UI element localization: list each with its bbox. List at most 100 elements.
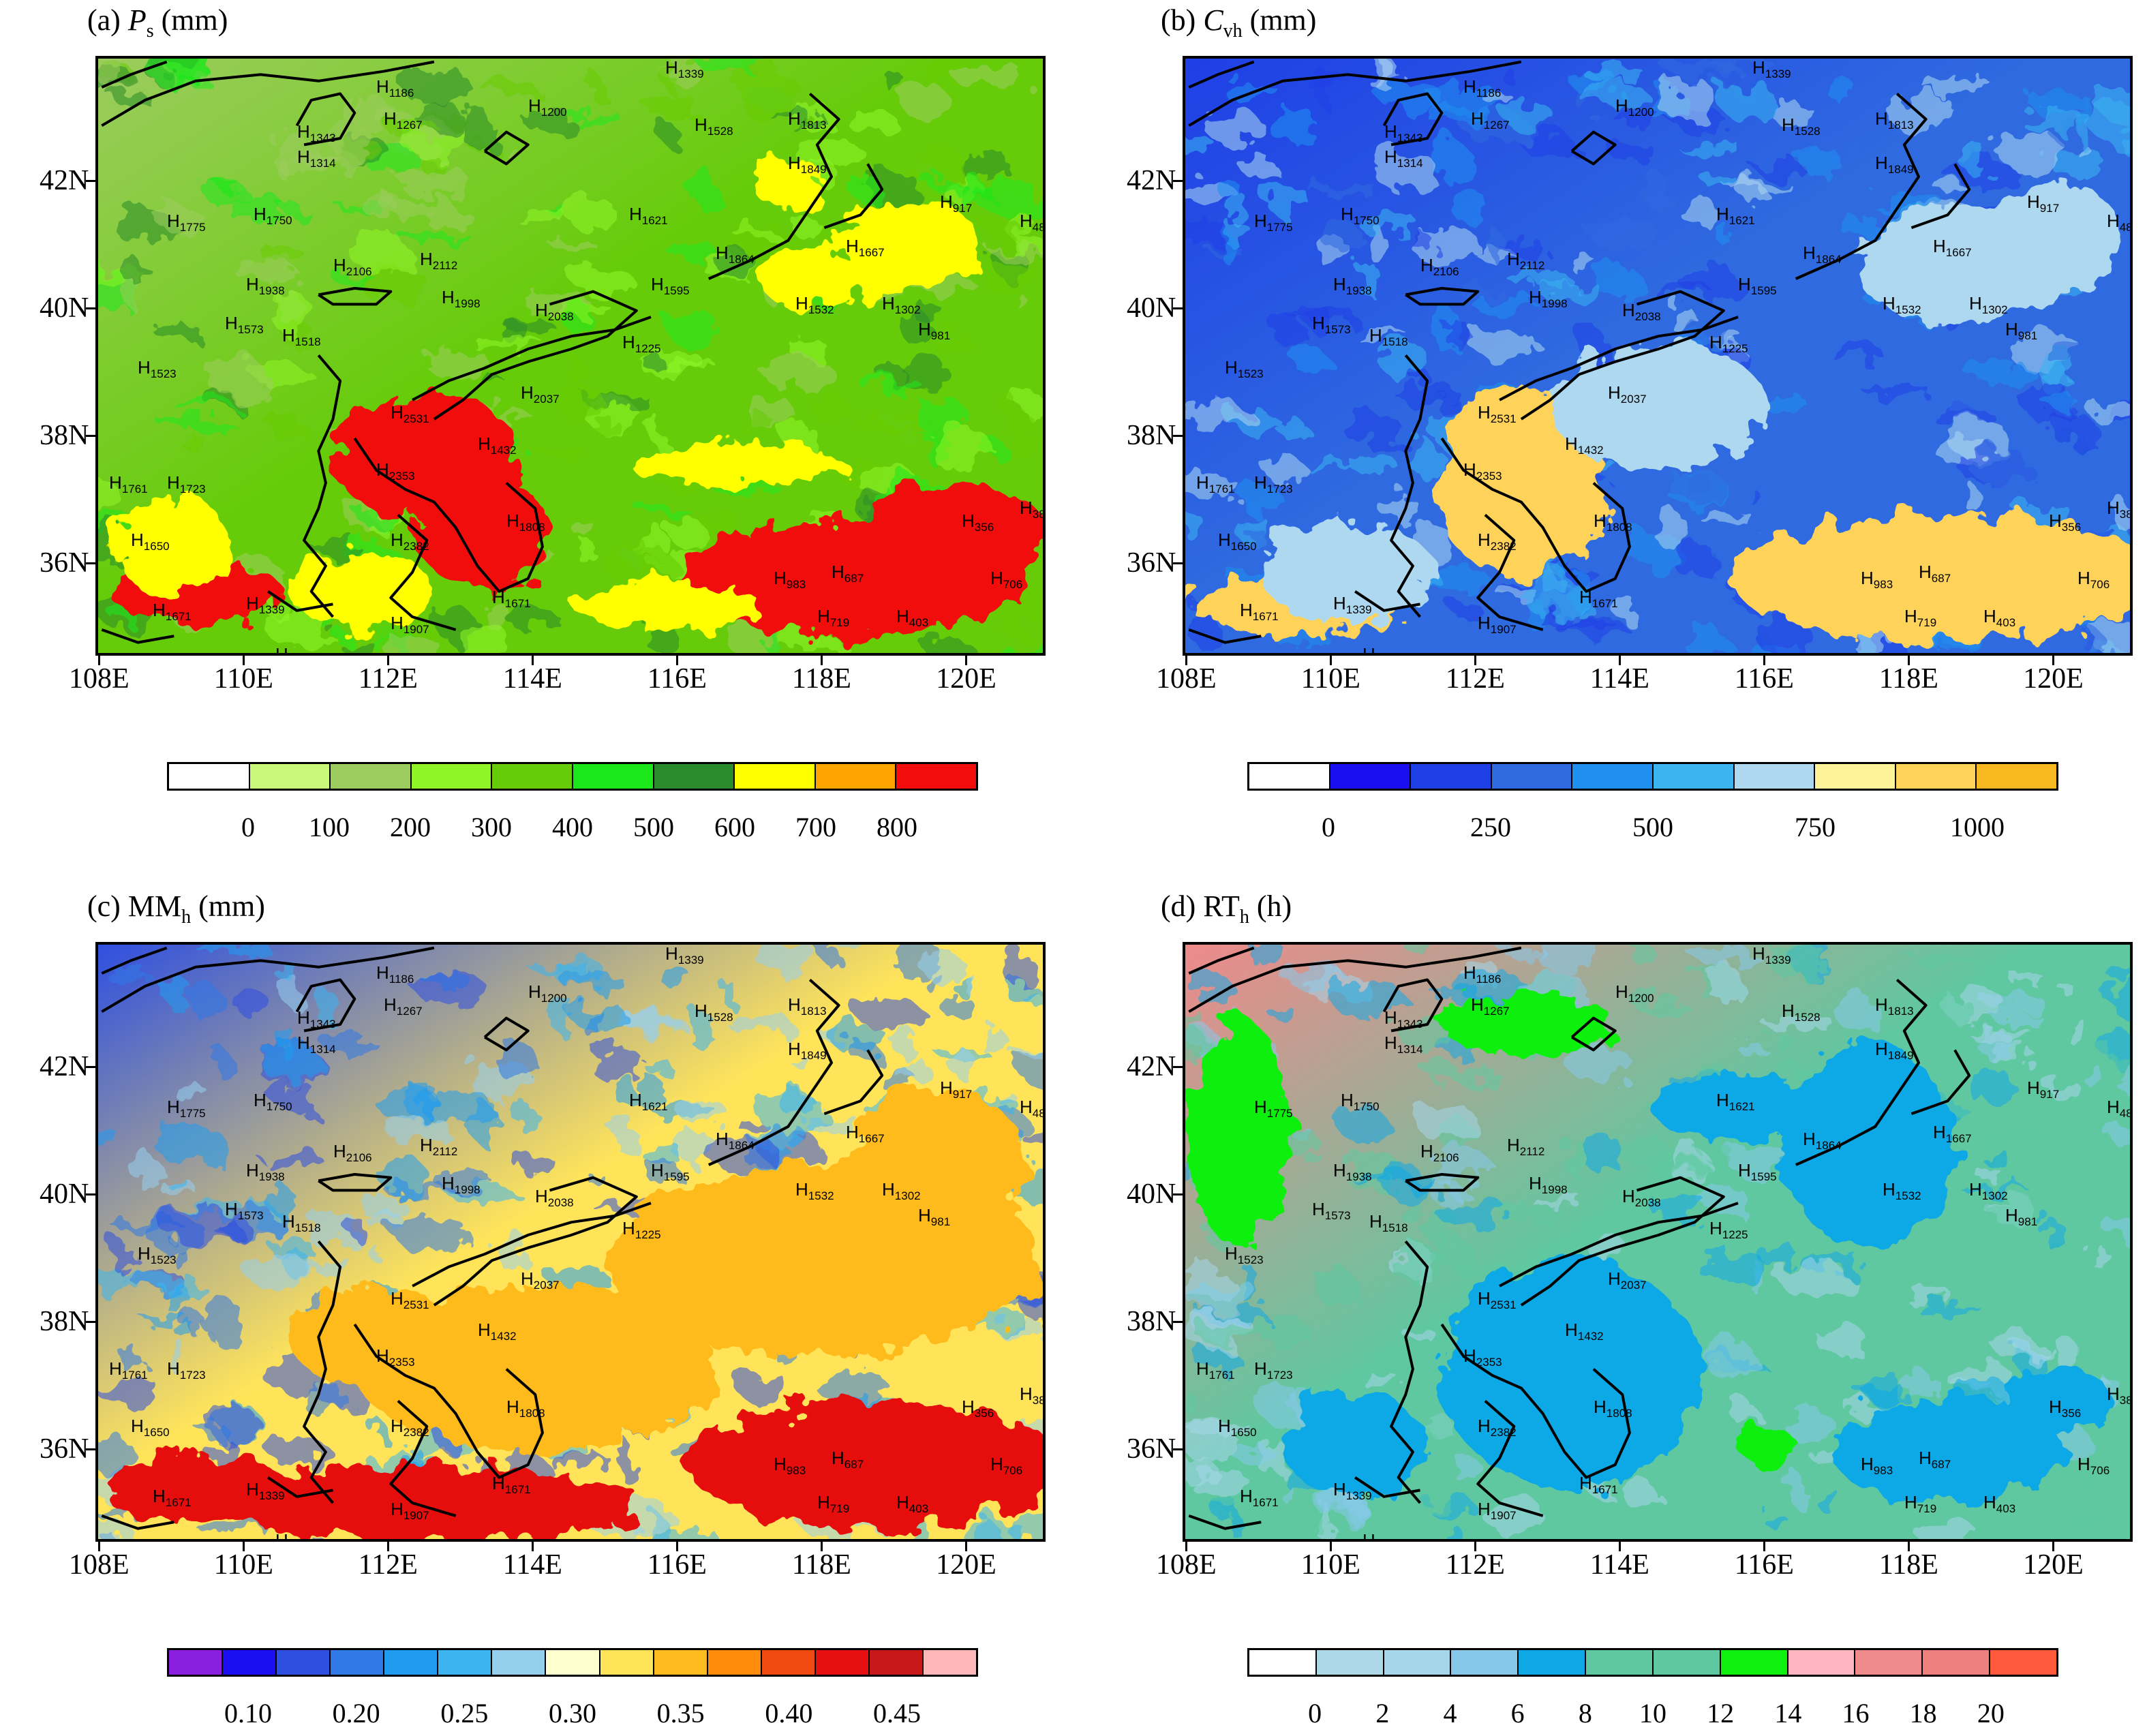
station-label: H48 [1020,211,1046,234]
panel-label: (b) [1161,3,1204,37]
variable-unit: (h) [1249,889,1292,923]
x-tick-label: 112E [1445,663,1505,695]
station-label: H974 [1362,644,1375,656]
station-label: H1775 [1254,1097,1293,1121]
map-field-d [1185,945,2130,1539]
station-label: H1671 [153,1486,192,1510]
colorbar-swatch [1411,764,1492,789]
colorbar-swatch [1815,764,1896,789]
colorbar-swatch [1249,1650,1317,1675]
station-label: H2037 [521,382,560,406]
station-label: H2382 [1478,530,1517,553]
colorbar-label: 0 [1308,1698,1322,1729]
panel-label: (d) [1161,889,1204,923]
colorbar-label: 0.45 [873,1698,921,1729]
y-tick-mark [86,1193,95,1196]
x-tick-label: 108E [68,663,130,695]
station-label: H1200 [528,981,567,1005]
colorbar-label: 100 [309,812,350,842]
station-label: H1518 [1369,325,1408,349]
station-label: H1343 [297,1007,336,1031]
station-label: H1523 [1225,1243,1264,1267]
colorbar-swatch [249,764,331,789]
station-label: H983 [1861,568,1893,592]
station-label: H1532 [1883,293,1921,317]
station-label: H1775 [167,1097,206,1121]
colorbar-label: 700 [795,812,836,842]
station-label: H1621 [629,204,668,228]
station-label: H1650 [131,1416,170,1440]
station-label: H1938 [246,1160,285,1184]
x-tick-label: 116E [1734,663,1794,695]
station-label: H1532 [1883,1179,1921,1203]
colorbar-swatch [546,1650,600,1675]
colorbar-label: 0.35 [656,1698,705,1729]
station-label: H2106 [1420,1141,1459,1165]
station-label: H38 [2107,1384,2133,1407]
station-label: H687 [832,562,864,585]
station-label: H1621 [629,1090,668,1114]
x-tick-mark [1619,1542,1621,1551]
map-b: H1186 H1200 H1267 H1339 H1343 H1314 H1528 H1813… [1183,56,2133,656]
field-maxima [102,1088,1043,1539]
colorbar-swatch [411,764,493,789]
station-label: H1339 [665,57,704,81]
y-tick-label: 42N [40,164,89,196]
station-label: H2106 [1420,255,1459,279]
colorbar-swatch [654,764,735,789]
station-label: H917 [2027,192,2060,215]
station-label: H38 [1020,1384,1046,1407]
colorbar-swatch [1788,1650,1856,1675]
x-tick-mark [243,1542,245,1551]
station-label: H1621 [1716,204,1755,228]
y-tick-mark [1173,1065,1183,1068]
station-label: H1849 [788,153,827,177]
y-tick-mark [1173,179,1183,182]
colorbar-swatch [1451,1650,1519,1675]
station-label: H1671 [1240,600,1279,624]
x-tick-mark [1908,1542,1910,1551]
station-label: H2038 [1622,300,1661,324]
station-label: H719 [1904,606,1937,630]
x-tick-mark [821,656,823,665]
x-tick-label: 120E [936,1549,996,1581]
station-label: H1528 [695,115,733,138]
station-label: H1200 [1615,95,1654,119]
station-label: H1595 [1738,1160,1777,1184]
station-label: H1186 [1463,76,1502,100]
colorbar-swatch [735,764,816,789]
station-label: H2037 [521,1268,560,1292]
station-label: H719 [817,1492,850,1516]
station-label: H1671 [492,587,531,611]
x-tick-mark [965,656,968,665]
station-label: H1339 [246,593,285,617]
station-label: H1314 [297,147,336,170]
station-label: H1573 [225,313,264,337]
station-label: H1314 [1384,1033,1423,1056]
colorbar-b [1247,762,2058,791]
station-label: H687 [832,1448,864,1472]
station-label: H983 [774,1454,806,1478]
x-tick-mark [1330,656,1333,665]
station-label: H1775 [1254,211,1293,234]
station-label: H1671 [1579,1473,1618,1497]
y-tick-mark [1173,1193,1183,1196]
station-label: H1528 [1782,115,1821,138]
station-label: H983 [1861,1454,1893,1478]
station-label: H1595 [651,274,690,298]
x-tick-label: 120E [2023,663,2084,695]
colorbar-c [167,1648,978,1677]
x-tick-mark [243,656,245,665]
colorbar-label: 8 [1578,1698,1592,1729]
boundary-lines [1188,60,1971,644]
station-label: H1849 [1875,153,1914,177]
y-tick-mark [86,435,95,438]
map-d: H1186 H1200 H1267 H1339 H1343 H1314 H1528 H1813… [1183,942,2133,1542]
y-tick-label: 40N [1127,1178,1176,1210]
station-label: H48 [1020,1097,1046,1121]
panel-title-b: (b) Cvh (mm) [1161,3,1316,42]
station-label: H2112 [420,1135,458,1159]
station-label: H1667 [1933,236,1972,260]
x-tick-mark [98,656,101,665]
station-label: H38 [1020,498,1046,521]
